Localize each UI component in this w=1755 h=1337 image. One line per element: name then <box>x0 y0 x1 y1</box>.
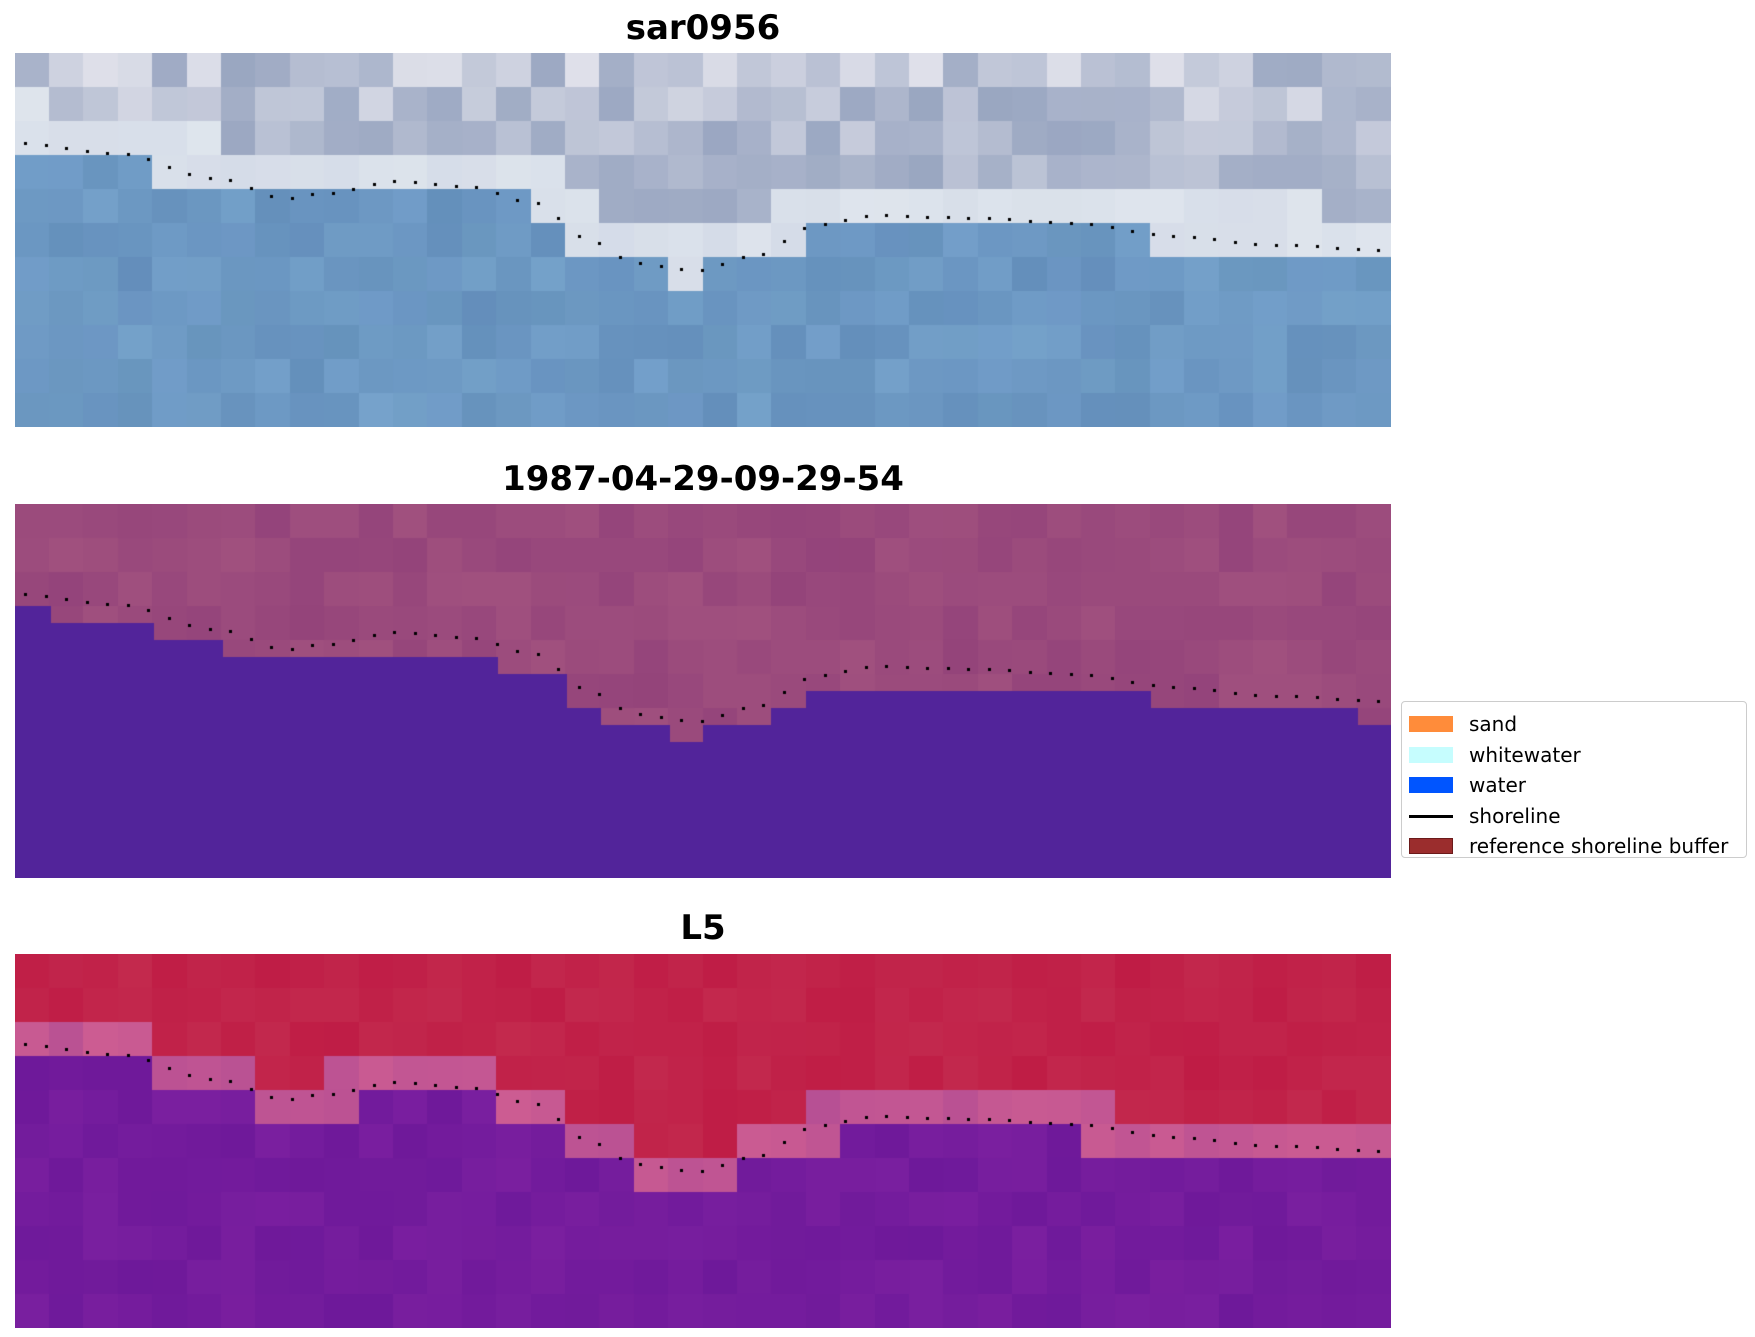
panel-title-index-image: L5 <box>680 908 726 948</box>
legend: sand whitewater water shoreline referenc… <box>1401 701 1747 858</box>
legend-label-shoreline: shoreline <box>1469 803 1561 828</box>
legend-item-sand: sand <box>1402 709 1746 740</box>
legend-line-shoreline <box>1409 814 1453 818</box>
legend-item-reference-shoreline-buffer: reference shoreline buffer <box>1402 831 1746 862</box>
legend-label-sand: sand <box>1469 712 1518 736</box>
panel-title-rgb-image: sar0956 <box>625 8 781 48</box>
legend-swatch-reference-shoreline-buffer <box>1409 838 1453 854</box>
legend-swatch-whitewater <box>1409 746 1453 763</box>
legend-item-water: water <box>1402 770 1746 801</box>
legend-swatch-sand <box>1409 716 1453 732</box>
index-image <box>15 954 1391 1328</box>
rgb-satellite-image <box>15 53 1391 427</box>
panel-title-classified-image: 1987-04-29-09-29-54 <box>502 459 904 499</box>
classified-image <box>15 504 1391 878</box>
legend-swatch-water <box>1409 777 1453 793</box>
legend-item-shoreline: shoreline <box>1402 801 1746 832</box>
legend-label-reference-shoreline-buffer: reference shoreline buffer <box>1469 834 1729 858</box>
legend-label-whitewater: whitewater <box>1469 742 1581 767</box>
legend-item-whitewater: whitewater <box>1402 740 1746 771</box>
legend-label-water: water <box>1469 773 1526 797</box>
